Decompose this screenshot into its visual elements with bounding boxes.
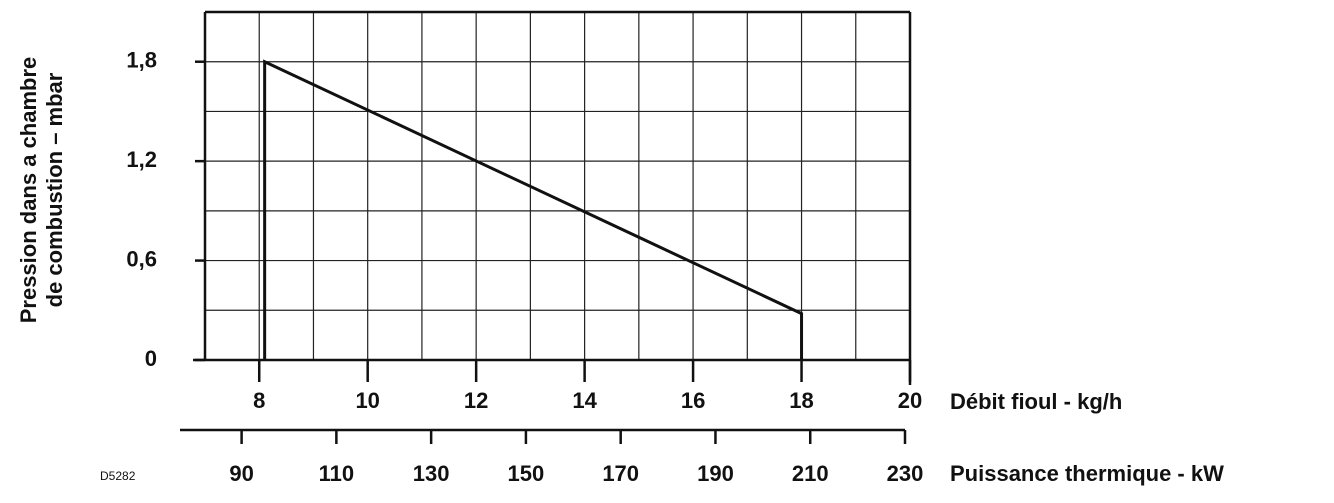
x-tick-label: 10 (355, 388, 379, 413)
x2-tick-label: 90 (229, 461, 253, 486)
x-tick-label: 20 (898, 388, 922, 413)
y-axis-label: Pression dans a chambre (16, 57, 41, 324)
x2-axis-label: Puissance thermique - kW (950, 461, 1224, 486)
x-tick-label: 8 (253, 388, 265, 413)
x-tick-label: 16 (681, 388, 705, 413)
y-tick-label: 0 (145, 346, 157, 371)
x2-tick-label: 170 (602, 461, 639, 486)
x2-tick-label: 190 (697, 461, 734, 486)
figure-code: D5282 (100, 469, 136, 483)
x2-tick-label: 110 (319, 461, 355, 486)
y-tick-label: 0,6 (126, 246, 157, 271)
x2-tick-label: 230 (887, 461, 924, 486)
y-tick-label: 1,2 (126, 147, 157, 172)
x2-tick-label: 130 (413, 461, 450, 486)
data-line (263, 59, 804, 360)
x-tick-label: 18 (789, 388, 813, 413)
x2-tick-label: 210 (792, 461, 829, 486)
y-tick-label: 1,8 (126, 48, 157, 73)
x-axis-label: Débit fioul - kg/h (950, 389, 1122, 414)
x-tick-label: 14 (572, 388, 597, 413)
x2-tick-label: 150 (508, 461, 545, 486)
y-axis-label: de combustion – mbar (42, 72, 67, 307)
x-tick-label: 12 (464, 388, 488, 413)
